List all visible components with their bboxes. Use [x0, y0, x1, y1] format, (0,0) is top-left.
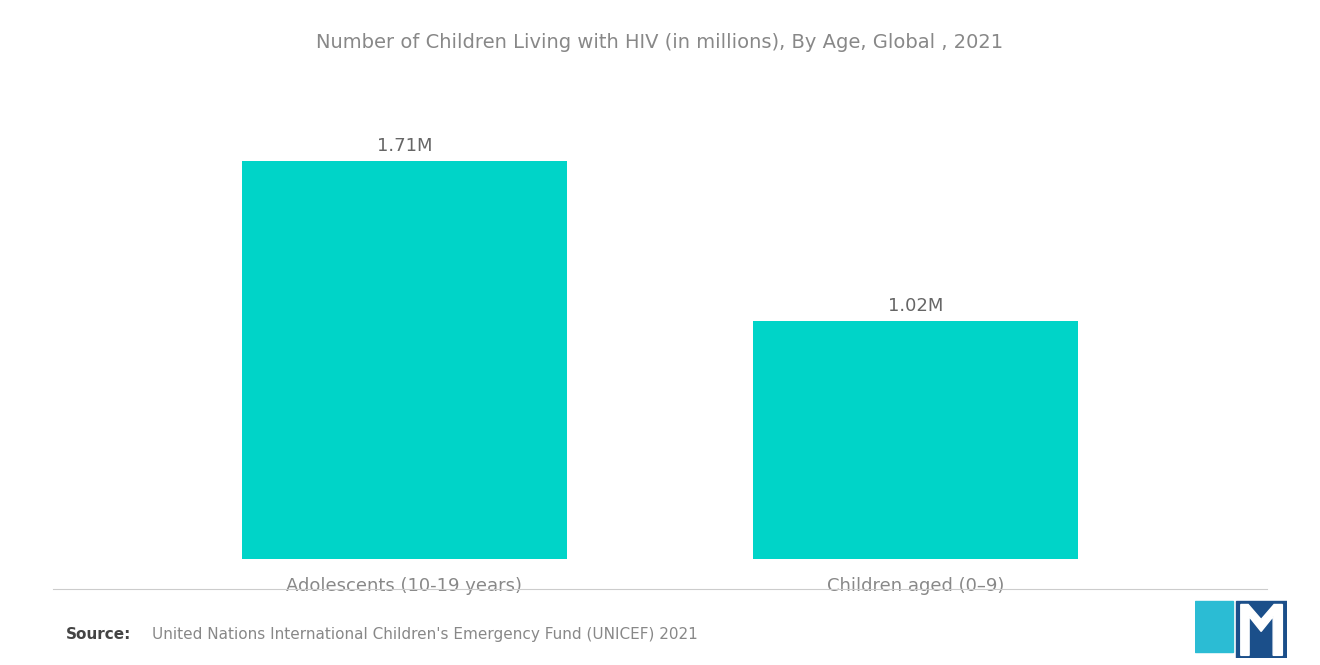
Text: 1.02M: 1.02M	[888, 297, 944, 315]
Bar	[1195, 601, 1233, 652]
Bar	[1237, 601, 1287, 658]
Bar	[752, 321, 1078, 559]
Bar	[242, 160, 568, 559]
Text: 1.71M: 1.71M	[376, 137, 432, 155]
Polygon shape	[1241, 604, 1283, 656]
Text: Number of Children Living with HIV (in millions), By Age, Global , 2021: Number of Children Living with HIV (in m…	[317, 33, 1003, 53]
Text: Source:: Source:	[66, 626, 132, 642]
Text: United Nations International Children's Emergency Fund (UNICEF) 2021: United Nations International Children's …	[152, 626, 697, 642]
